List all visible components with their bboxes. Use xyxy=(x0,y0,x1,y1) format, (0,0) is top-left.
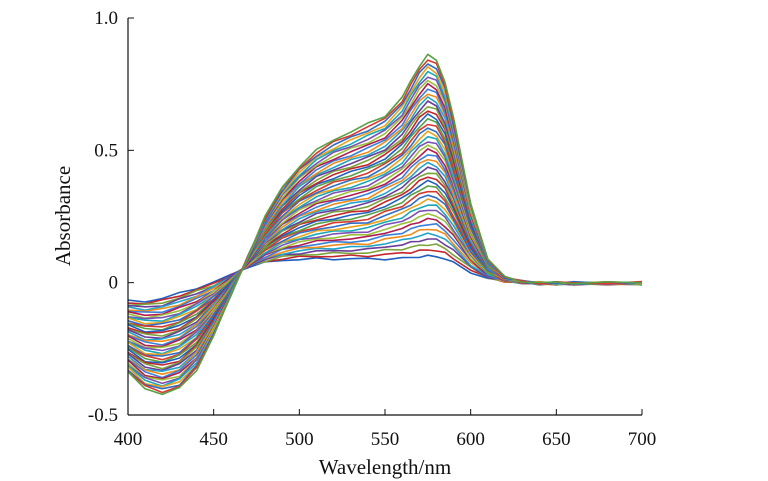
x-axis-title: Wavelength/nm xyxy=(319,455,451,479)
x-tick-label: 600 xyxy=(456,429,485,450)
x-tick-label: 400 xyxy=(114,429,143,450)
x-tick-label: 650 xyxy=(542,429,571,450)
y-axis-title: Absorbance xyxy=(51,166,75,266)
x-tick-label: 500 xyxy=(285,429,314,450)
x-tick-label: 550 xyxy=(371,429,400,450)
spectrum-line xyxy=(127,53,643,396)
x-tick-label: 700 xyxy=(628,429,657,450)
y-tick-label: 1.0 xyxy=(94,8,118,29)
y-tick-label: -0.5 xyxy=(88,405,118,426)
series-layer xyxy=(127,53,643,396)
x-tick-label: 450 xyxy=(199,429,228,450)
y-tick-label: 0.5 xyxy=(94,140,118,161)
y-tick-label: 0 xyxy=(109,273,119,294)
ticks-layer: 400 450 500 550 600 650 700 1.0 0.5 0 -0.5 xyxy=(88,8,656,450)
